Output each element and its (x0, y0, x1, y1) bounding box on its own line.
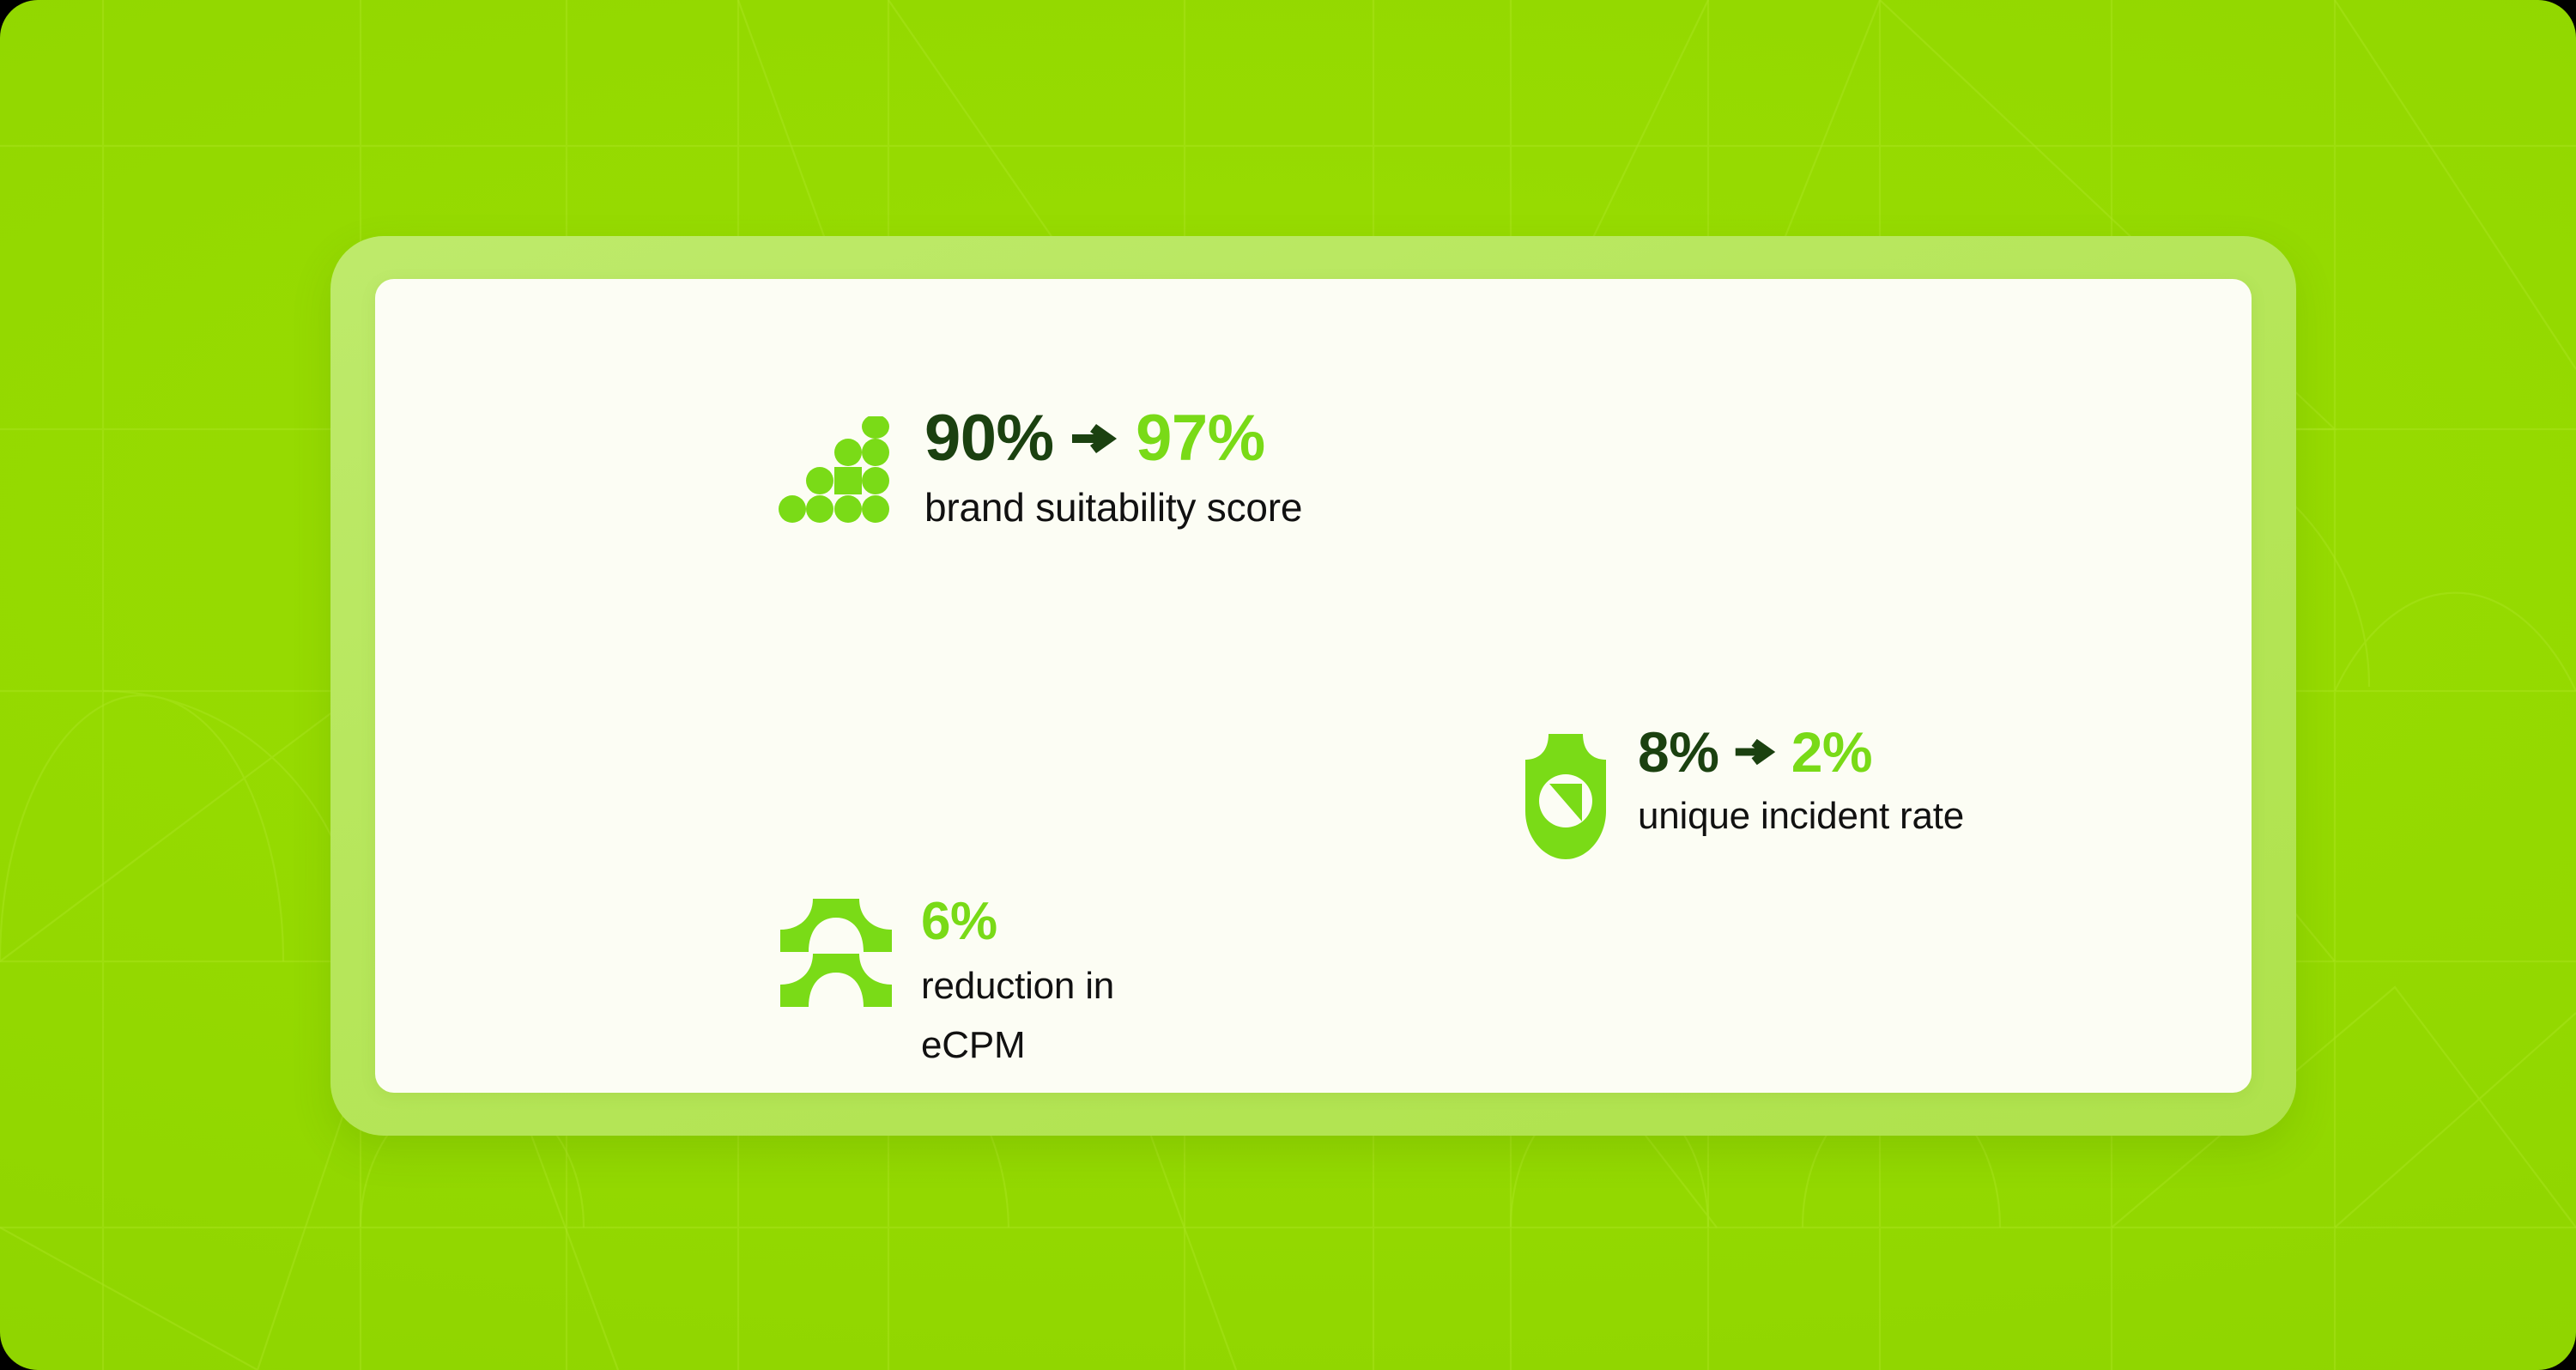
stat-text-block: 6% reduction in eCPM (921, 895, 1114, 1068)
stat-value-from: 90% (924, 402, 1054, 475)
stat-label: unique incident rate (1638, 795, 1965, 837)
stat-value-to: 97% (1136, 402, 1265, 475)
stat-label: brand suitability score (924, 485, 1303, 530)
stat-value-to: 6% (921, 892, 997, 951)
double-arch-icon (780, 899, 892, 1007)
stat-brand-suitability: 90% 97% brand suitability score (779, 406, 1302, 531)
stat-card-frame: 90% 97% brand suitability score (330, 236, 2296, 1136)
stat-value-to: 2% (1791, 720, 1873, 784)
stat-text-block: 90% 97% brand suitability score (924, 406, 1302, 531)
stat-value-from: 8% (1638, 720, 1719, 784)
stat-text-block: 8% 2% unique incident rate (1638, 724, 1964, 838)
bar-dot-chart-icon (779, 416, 889, 523)
arrow-right-icon (1070, 419, 1118, 458)
stat-label-line-1: reduction in (921, 965, 1115, 1007)
stat-ecpm: 6% reduction in eCPM (780, 895, 1114, 1068)
stat-label-line-2: eCPM (921, 1024, 1026, 1067)
shield-icon (1525, 734, 1606, 859)
stat-headline: 8% 2% (1638, 724, 1964, 780)
stat-incident-rate: 8% 2% unique incident rate (1525, 724, 1964, 861)
stat-headline: 6% (921, 895, 1114, 949)
stat-headline: 90% 97% (924, 406, 1302, 471)
stat-card: 90% 97% brand suitability score (375, 279, 2252, 1093)
arrow-right-icon (1734, 734, 1777, 770)
